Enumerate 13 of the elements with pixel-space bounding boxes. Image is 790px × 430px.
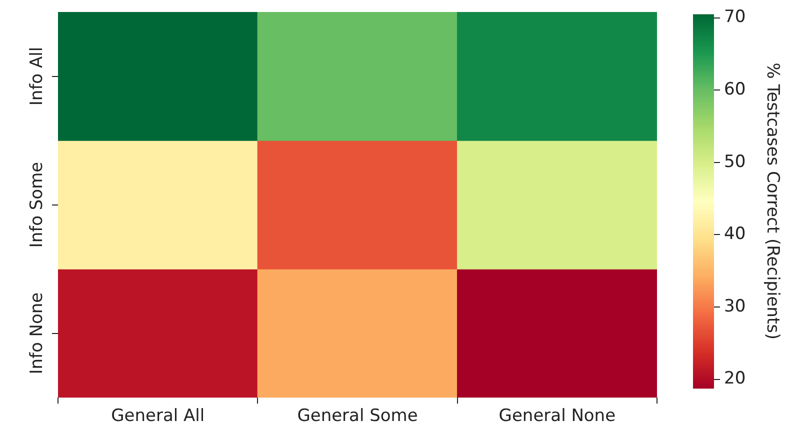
color-bar-label: 20 <box>724 368 746 389</box>
color-bar-label: 30 <box>724 296 746 316</box>
y-tick-label: Info All <box>26 46 47 106</box>
y-tick-label: Info None <box>26 292 47 374</box>
x-tick-label: General All <box>111 406 205 426</box>
color-bar-label: 40 <box>724 224 746 244</box>
color-bar-label: 50 <box>724 152 746 172</box>
color-bar-title: % Testcases Correct (Recipients) <box>762 62 782 340</box>
x-tick-label: General Some <box>297 406 418 426</box>
y-tick-label: Info Some <box>26 162 47 248</box>
color-bar-label: 60 <box>724 80 746 100</box>
x-tick-label: General None <box>498 406 616 426</box>
color-bar-label: 70 <box>724 7 746 28</box>
